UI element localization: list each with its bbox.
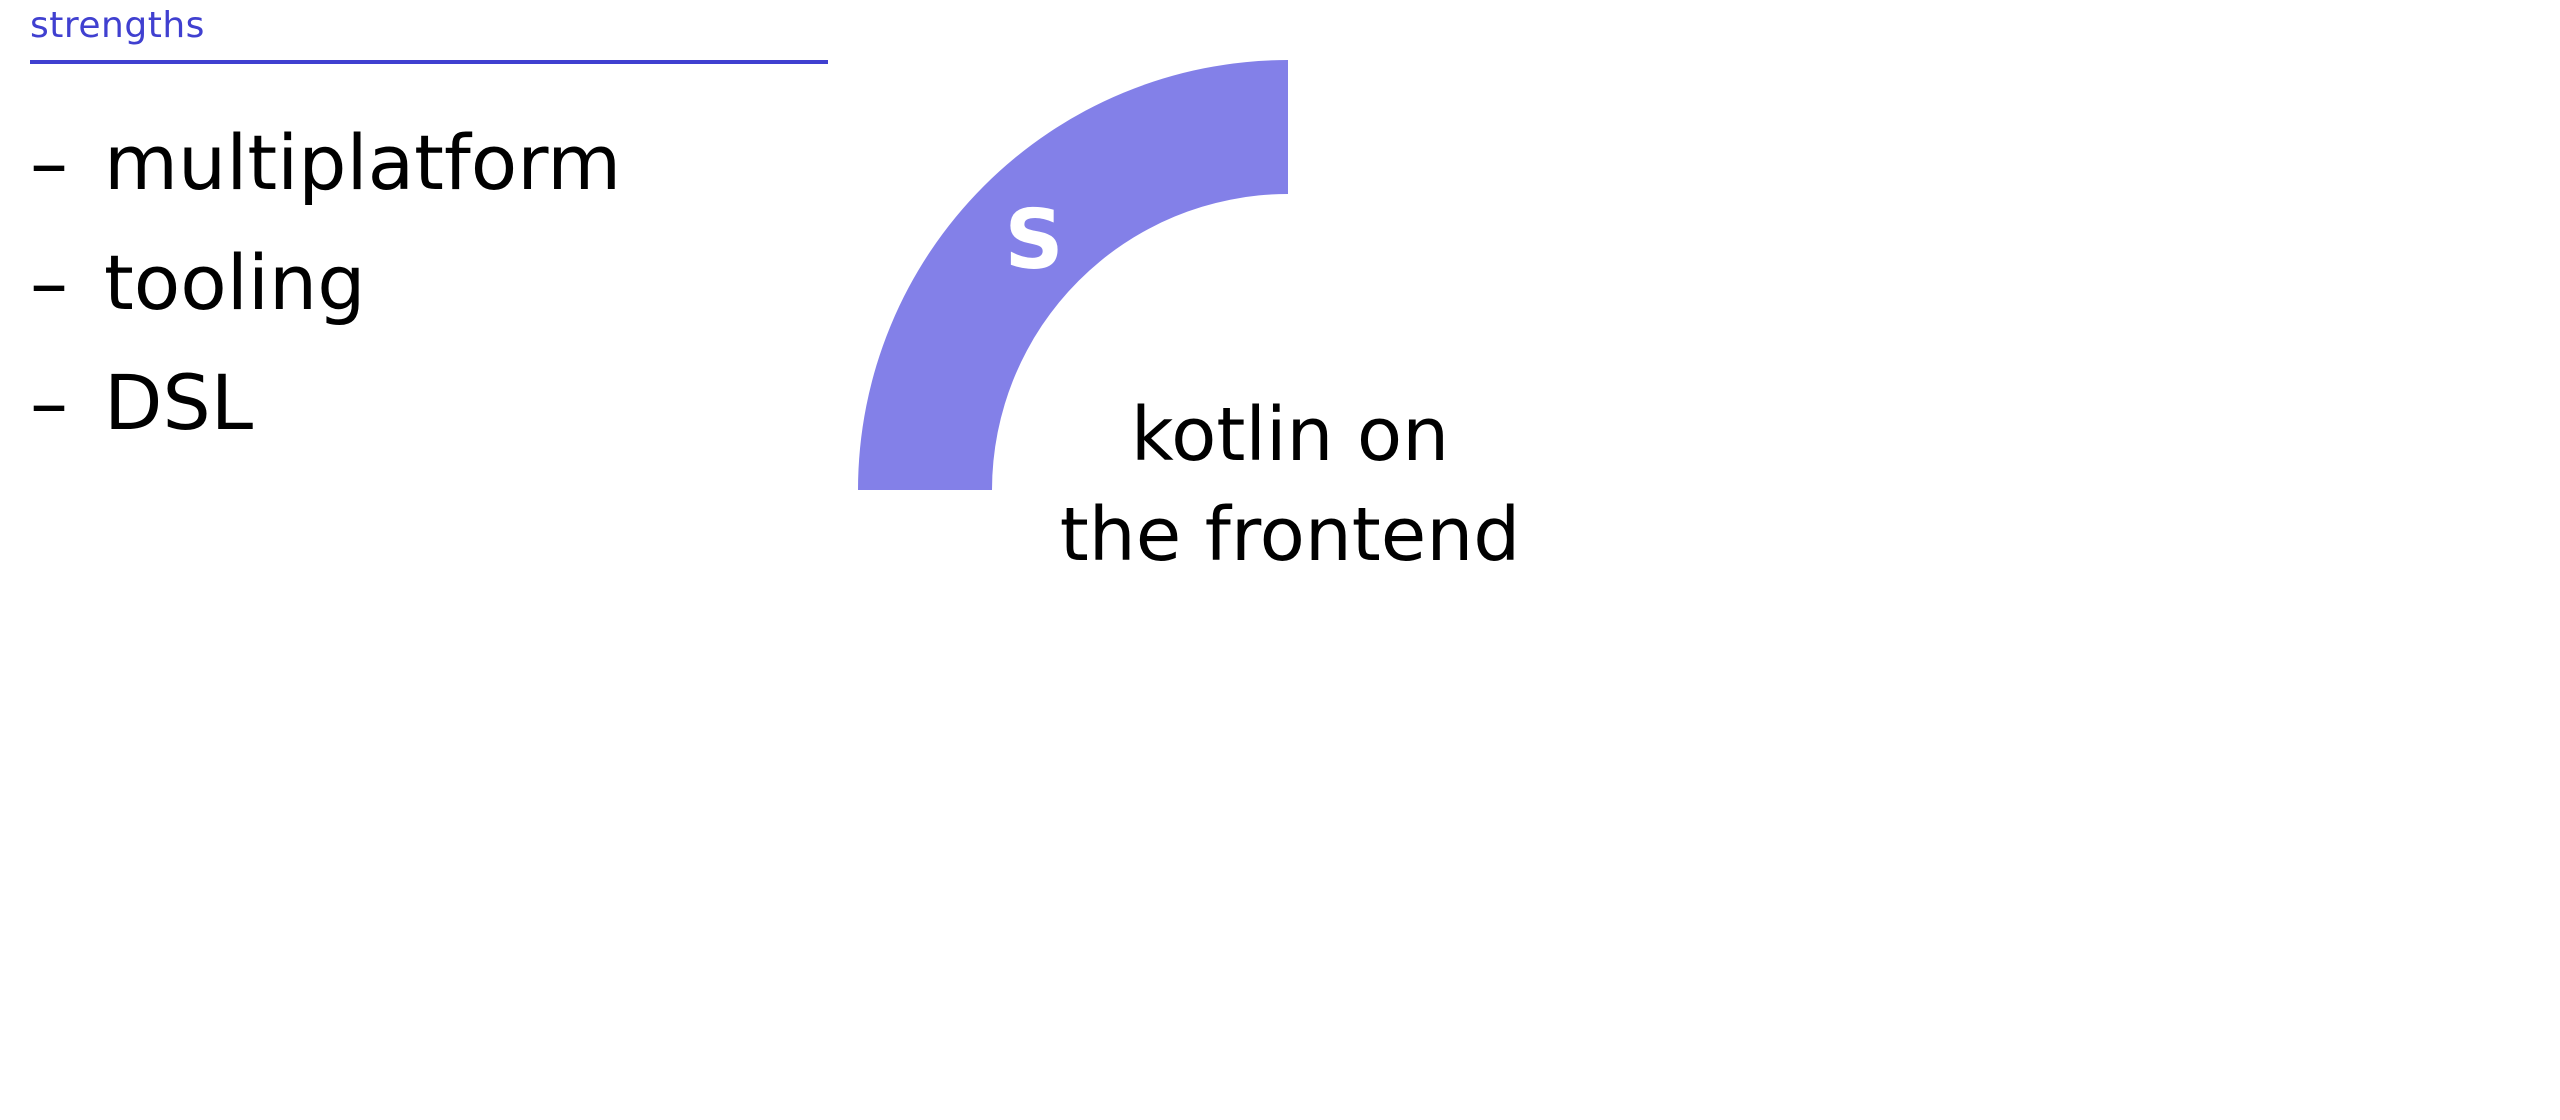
bullet-item-tooling: – tooling	[30, 222, 621, 342]
bullet-label: multiplatform	[104, 117, 622, 207]
bullet-label: DSL	[104, 357, 254, 447]
bullet-dash: –	[30, 237, 68, 327]
section-title: strengths	[30, 5, 205, 46]
bullet-list: – multiplatform – tooling – DSL	[30, 102, 621, 462]
segment-letter: S	[1004, 193, 1063, 288]
center-title-line-1: kotlin on	[1130, 392, 1450, 478]
bullet-dash: –	[30, 117, 68, 207]
center-title-line-2: the frontend	[1059, 492, 1521, 578]
section-header: strengths	[30, 0, 828, 64]
bullet-label: tooling	[104, 237, 366, 327]
bullet-item-multiplatform: – multiplatform	[30, 102, 621, 222]
bullet-item-dsl: – DSL	[30, 342, 621, 462]
center-title: kotlin on the frontend	[990, 385, 1590, 585]
bullet-dash: –	[30, 357, 68, 447]
strengths-segment	[858, 60, 1288, 490]
